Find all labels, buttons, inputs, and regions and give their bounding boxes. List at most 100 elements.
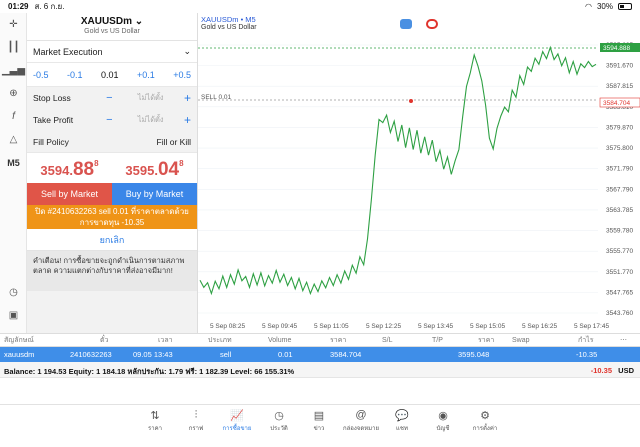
volume-plus-05[interactable]: +0.5: [173, 69, 191, 80]
tab-label: การซื้อขาย: [222, 426, 252, 432]
bars-icon[interactable]: ▁▃▅: [1, 65, 26, 76]
col-symbol: สัญลักษณ์: [4, 336, 34, 344]
take-profit-minus-button[interactable]: −: [106, 114, 113, 126]
tab-label: กราฟ: [188, 426, 204, 432]
take-profit-label: Take Profit: [33, 115, 74, 125]
volume-minus-05[interactable]: -0.5: [33, 69, 49, 80]
trade-levels-icon[interactable]: [426, 19, 438, 29]
fill-policy-select[interactable]: Fill Policy Fill or Kill: [27, 131, 197, 153]
col-options-icon[interactable]: ⋯: [620, 337, 627, 344]
col-time: เวลา: [158, 336, 173, 344]
tab-label: ประวัติ: [270, 426, 288, 432]
tab-label: กล่องจดหมาย: [342, 426, 380, 432]
col-type: ประเภท: [208, 336, 232, 344]
execution-label: Market Execution: [33, 46, 103, 57]
execution-select[interactable]: Market Execution ⌄: [27, 41, 197, 63]
tab-chart[interactable]: ⫶ กราฟ: [176, 409, 216, 433]
one-click-trading-icon[interactable]: [400, 19, 412, 29]
mail-icon: @: [355, 409, 367, 421]
take-profit-input[interactable]: ไม่ได้ตั้ง: [137, 115, 164, 124]
sell-price-tag: [599, 97, 640, 108]
tab-trade[interactable]: 📈 การซื้อขาย: [217, 409, 257, 433]
tab-label: ข่าว: [313, 426, 325, 432]
timeframe-button[interactable]: M5: [7, 157, 20, 168]
close-order-line2: การขาดทุน -10.35: [79, 218, 145, 227]
price-chart-svg: 3595.6253591.6703587.8153583.8103579.870…: [198, 42, 640, 330]
current-price-tag: [600, 43, 640, 52]
tab-settings[interactable]: ⚙ การตั้งค่า: [465, 409, 505, 433]
bid-price: 3594.888: [27, 153, 112, 183]
zoom-icon[interactable]: ⊕: [9, 88, 18, 99]
col-current-price: ราคา: [478, 336, 495, 344]
chart-subtitle: Gold vs US Dollar: [201, 24, 257, 31]
ask-price-big: 04: [157, 159, 180, 180]
volume-plus-01[interactable]: +0.1: [136, 69, 155, 80]
y-tick-label: 3591.670: [606, 63, 633, 70]
close-order-button[interactable]: ปิด #2410632263 sell 0.01 ที่ราคาตลาดด้ว…: [27, 205, 197, 229]
balance-text: Balance: 1 194.53 Equity: 1 184.18 หลักป…: [4, 367, 295, 376]
stop-loss-minus-button[interactable]: −: [106, 92, 113, 104]
fill-policy-label: Fill Policy: [33, 136, 69, 147]
symbol-selector[interactable]: XAUUSDm ⌄ Gold vs US Dollar: [27, 13, 197, 41]
tab-chat[interactable]: 💬 แชท: [382, 409, 422, 433]
crosshair-icon[interactable]: ✛: [9, 19, 18, 30]
objects-icon[interactable]: △: [9, 134, 18, 145]
table-row[interactable]: xauusdm 2410632263 09.05 13:43 sell 0.01…: [0, 347, 640, 362]
trade-icon: 📈: [230, 410, 244, 422]
row-profit: -10.35: [576, 350, 598, 359]
bid-price-main: 3594.: [40, 163, 73, 178]
buy-by-market-button[interactable]: Buy by Market: [112, 183, 197, 205]
tab-quotes[interactable]: ⇅ ราคา: [135, 409, 175, 433]
volume-value[interactable]: 0.01: [100, 69, 119, 80]
col-ticket: ตั๋ว: [100, 336, 109, 344]
col-profit: กำไร: [578, 336, 594, 344]
cancel-button[interactable]: ยกเลิก: [27, 229, 197, 251]
stop-loss-label: Stop Loss: [33, 93, 71, 103]
tab-label: ราคา: [148, 426, 162, 432]
y-tick-label: 3559.780: [606, 228, 633, 235]
sell-price-value: 3584.704: [603, 100, 630, 107]
y-tick-label: 3547.765: [606, 289, 633, 296]
row-symbol: xauusdm: [4, 350, 35, 359]
take-profit-plus-button[interactable]: +: [183, 113, 191, 127]
balance-currency: USD: [618, 366, 634, 375]
tab-label: การตั้งค่า: [472, 426, 498, 432]
chevron-down-icon: ⌄: [134, 16, 144, 27]
row-price: 3584.704: [330, 350, 362, 359]
tab-news[interactable]: ▤ ข่าว: [299, 409, 339, 433]
stop-loss-input[interactable]: ไม่ได้ตั้ง: [137, 93, 164, 102]
row-type: sell: [220, 350, 232, 359]
row-ticket: 2410632263: [70, 350, 112, 359]
fill-policy-value: Fill or Kill: [156, 136, 191, 147]
tab-history[interactable]: ◷ ประวัติ: [259, 409, 299, 433]
alert-icon[interactable]: ◷: [9, 287, 18, 298]
chart-grid: [198, 44, 598, 314]
x-axis-labels: 5 Sep 08:25 5 Sep 09:45 5 Sep 11:05 5 Sep 1…: [210, 323, 609, 330]
status-bar: 01:29 ส. 6 ก.ย. ◠ 30%: [0, 0, 640, 13]
gear-icon: ⚙: [480, 410, 490, 422]
volume-minus-01[interactable]: -0.1: [66, 69, 83, 80]
volume-stepper: -0.5 -0.1 0.01 +0.1 +0.5: [27, 63, 197, 87]
tab-account[interactable]: ◉ บัญชี: [423, 409, 463, 433]
tab-label: แชท: [396, 426, 408, 432]
sell-entry-marker: [409, 99, 413, 103]
account-icon: ◉: [438, 410, 448, 422]
candles-icon[interactable]: ┃┃: [7, 42, 20, 53]
stop-loss-plus-button[interactable]: +: [183, 91, 191, 105]
col-swap: Swap: [512, 336, 530, 344]
price-chart[interactable]: 3595.6253591.6703587.8153583.8103579.870…: [198, 13, 640, 333]
status-date: ส. 6 ก.ย.: [34, 2, 65, 11]
ask-price-main: 3595.: [125, 163, 158, 178]
layout-icon[interactable]: ▣: [8, 310, 19, 321]
chart-title: XAUUSDm • M5: [201, 15, 256, 24]
sell-line-label: SELL 0.01: [201, 94, 232, 101]
col-tp: T/P: [432, 336, 443, 344]
order-panel: XAUUSDm ⌄ Gold vs US Dollar Market Execu…: [27, 13, 198, 333]
symbol-description: Gold vs US Dollar: [84, 28, 140, 35]
x-tick-label: 5 Sep 09:45: [262, 323, 297, 330]
sell-by-market-button[interactable]: Sell by Market: [27, 183, 112, 205]
function-icon[interactable]: f: [12, 111, 15, 122]
y-tick-label: 3563.785: [606, 207, 633, 214]
tab-mailbox[interactable]: @ กล่องจดหมาย: [341, 409, 381, 433]
stop-loss-field: Stop Loss − ไม่ได้ตั้ง +: [27, 87, 197, 109]
